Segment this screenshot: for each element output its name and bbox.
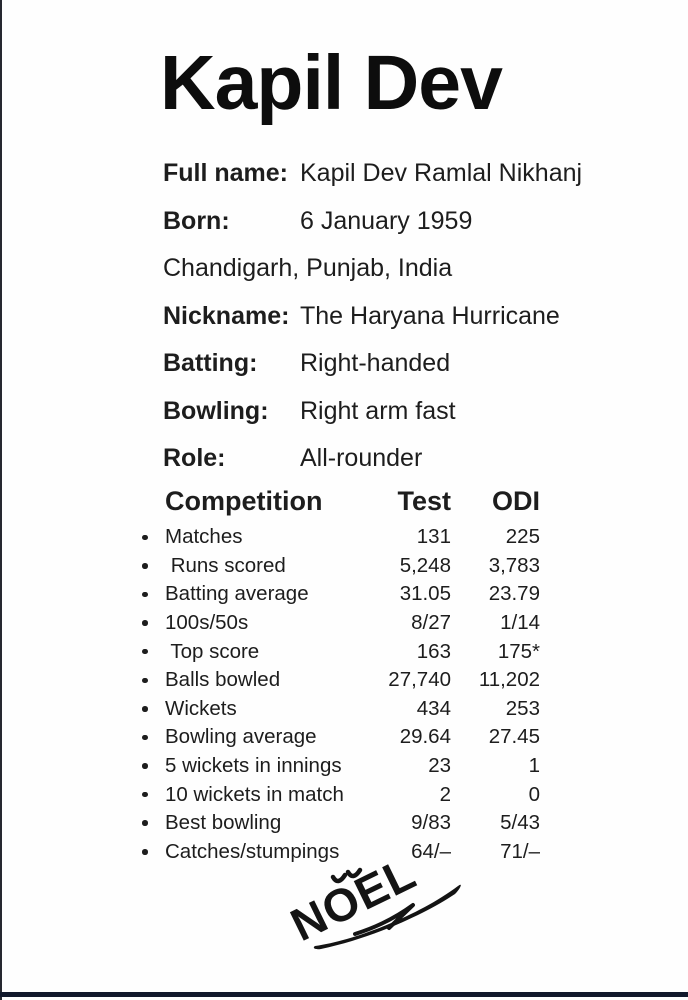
stat-test-value: 23 xyxy=(428,754,451,778)
bullet-icon xyxy=(140,820,165,826)
stat-label: 5 wickets in innings xyxy=(165,754,342,778)
stat-label: Best bowling xyxy=(165,811,282,835)
table-row-runs-scored: Runs scored 5,248 3,783 xyxy=(140,552,540,581)
bio-row-born: Born: 6 January 1959 xyxy=(163,206,643,254)
stat-odi-value: 175* xyxy=(497,639,540,663)
stat-test-value: 434 xyxy=(416,696,451,720)
table-row-top-score: Top score 163 175* xyxy=(140,637,540,666)
bio-value: All-rounder xyxy=(300,444,423,472)
stat-label: 10 wickets in match xyxy=(165,782,344,806)
table-row-bowling-average: Bowling average 29.64 27.45 xyxy=(140,723,540,752)
stat-odi-value: 253 xyxy=(505,696,540,720)
bio-label: Nickname: xyxy=(163,301,290,330)
bio-row-batting: Batting: Right-handed xyxy=(163,348,643,396)
column-header-competition: Competition xyxy=(165,486,323,516)
stats-table-header: Competition Test ODI xyxy=(140,486,540,523)
table-row-10-wickets-match: 10 wickets in match 2 0 xyxy=(140,780,540,809)
bio-row-full-name: Full name: Kapil Dev Ramlal Nikhanj xyxy=(163,158,643,206)
table-row-5-wickets-innings: 5 wickets in innings 23 1 xyxy=(140,752,540,781)
table-row-catches-stumpings: Catches/stumpings 64/– 71/– xyxy=(140,838,540,867)
stat-label: 100s/50s xyxy=(165,611,249,635)
table-row-wickets: Wickets 434 253 xyxy=(140,695,540,724)
bio-value: Right arm fast xyxy=(300,396,456,425)
bio-label: Role: xyxy=(163,444,226,472)
bullet-icon xyxy=(140,591,165,598)
stat-odi-value: 1 xyxy=(528,754,540,778)
stat-odi-value: 0 xyxy=(528,782,540,806)
stat-label: Batting average xyxy=(165,582,309,606)
bullet-icon xyxy=(140,791,165,798)
table-row-batting-average: Batting average 31.05 23.79 xyxy=(140,580,540,609)
bio-label: Full name: xyxy=(163,159,289,187)
bullet-icon xyxy=(140,534,165,541)
bullet-icon xyxy=(140,734,165,741)
stat-test-value: 27,740 xyxy=(388,668,451,692)
stat-test-value: 8/27 xyxy=(411,611,451,635)
bullet-icon xyxy=(140,620,165,626)
bio-row-nickname: Nickname: The Haryana Hurricane xyxy=(163,301,643,349)
stat-test-value: 64/– xyxy=(411,839,451,863)
stat-odi-value: 11,202 xyxy=(478,668,540,692)
stat-test-value: 5,248 xyxy=(399,553,451,577)
stat-odi-value: 3,783 xyxy=(488,553,540,577)
bullet-icon xyxy=(140,648,165,655)
table-row-balls-bowled: Balls bowled 27,740 11,202 xyxy=(140,666,540,695)
table-row-matches: Matches 131 225 xyxy=(140,523,540,552)
stat-label: Balls bowled xyxy=(165,668,281,692)
bio-label: Batting: xyxy=(163,349,258,377)
stat-test-value: 2 xyxy=(439,782,451,806)
stat-label: Runs scored xyxy=(165,553,286,577)
stat-odi-value: 27.45 xyxy=(488,725,540,749)
table-row-100s-50s: 100s/50s 8/27 1/14 xyxy=(140,609,540,638)
stat-label: Top score xyxy=(165,639,260,663)
signature-breve-marks xyxy=(330,867,363,884)
page-title: Kapil Dev xyxy=(160,40,503,126)
signature-chevron xyxy=(353,903,415,936)
scan-edge-bottom xyxy=(0,992,688,997)
bullet-icon xyxy=(140,677,165,684)
signature: NOEL xyxy=(285,856,461,951)
stat-label: Bowling average xyxy=(165,725,317,749)
bio-row-birthplace: Chandigarh, Punjab, India xyxy=(163,253,643,301)
stat-odi-value: 5/43 xyxy=(500,811,540,835)
stat-test-value: 131 xyxy=(416,525,451,549)
bio-value: Kapil Dev Ramlal Nikhanj xyxy=(300,159,583,187)
bio-section: Full name: Kapil Dev Ramlal Nikhanj Born… xyxy=(163,158,643,491)
stat-odi-value: 23.79 xyxy=(488,582,540,606)
bio-value: 6 January 1959 xyxy=(300,206,473,235)
bio-row-role: Role: All-rounder xyxy=(163,443,643,491)
bio-row-bowling: Bowling: Right arm fast xyxy=(163,396,643,444)
bio-label: Bowling: xyxy=(163,396,269,425)
bio-label: Born: xyxy=(163,206,230,235)
stat-test-value: 163 xyxy=(416,639,451,663)
bio-value: Right-handed xyxy=(300,349,451,377)
table-row-best-bowling: Best bowling 9/83 5/43 xyxy=(140,809,540,838)
bio-value: Chandigarh, Punjab, India xyxy=(163,254,453,282)
stat-label: Catches/stumpings xyxy=(165,839,340,863)
stat-test-value: 31.05 xyxy=(399,582,451,606)
bio-value: The Haryana Hurricane xyxy=(300,301,560,330)
stats-table: Competition Test ODI Matches 131 225 Run… xyxy=(140,486,540,866)
stat-label: Matches xyxy=(165,525,243,549)
stat-odi-value: 225 xyxy=(505,525,540,549)
scan-edge-left xyxy=(0,0,2,1000)
stat-odi-value: 71/– xyxy=(500,839,540,863)
bullet-icon xyxy=(140,763,165,769)
stat-test-value: 9/83 xyxy=(411,811,451,835)
column-header-odi: ODI xyxy=(491,486,540,516)
bullet-icon xyxy=(140,563,165,569)
column-header-test: Test xyxy=(397,486,451,516)
stat-odi-value: 1/14 xyxy=(500,611,540,635)
bullet-icon xyxy=(140,849,165,855)
stat-label: Wickets xyxy=(165,696,237,720)
bullet-icon xyxy=(140,706,165,712)
stat-test-value: 29.64 xyxy=(399,725,451,749)
